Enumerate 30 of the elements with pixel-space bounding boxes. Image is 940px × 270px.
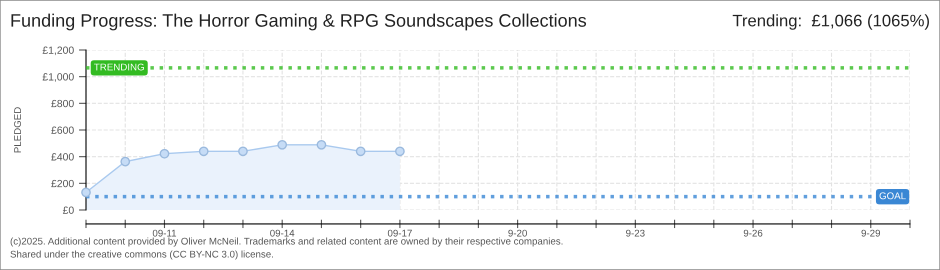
- x-tick-label: 9-23: [626, 230, 645, 237]
- x-tick-label: 09-14: [270, 230, 294, 237]
- y-axis-title: PLEDGED: [14, 107, 21, 152]
- y-tick-label: £800: [51, 100, 74, 108]
- ref-line-label: GOAL: [880, 192, 906, 200]
- x-tick-label: 9-26: [744, 230, 762, 237]
- text: Shared under the creative commons (CC BY-NC 3.0) license.: [10, 250, 273, 260]
- y-tick-label: £0: [62, 206, 74, 214]
- point: [238, 146, 248, 156]
- point: [160, 148, 170, 159]
- ref-line-label: TRENDING: [94, 64, 144, 70]
- y-tick-label: £400: [51, 153, 74, 161]
- point: [120, 156, 130, 166]
- y-tick-label: £1,000: [42, 73, 74, 82]
- text: (c)2025. Additional content provided by Oliver McNeil. Trademarks and related content are owned by their respective companies.: [10, 237, 562, 247]
- point: [277, 140, 288, 150]
- x-tick-label: 09-17: [388, 230, 412, 237]
- y-tick-label: £1,200: [42, 46, 74, 56]
- point: [356, 146, 366, 156]
- y-tick-label: £600: [51, 126, 74, 134]
- x-tick-label: 9-20: [508, 230, 527, 237]
- point: [198, 146, 209, 156]
- x-tick-label: 09-11: [152, 230, 176, 237]
- point: [81, 188, 91, 198]
- y-tick-label: £200: [51, 180, 74, 188]
- point: [316, 140, 326, 150]
- point: [395, 146, 405, 156]
- chart-title: Funding Progress: The Horror Gaming & RPG Soundscapes Collections: [11, 14, 586, 30]
- x-tick-label: 9-29: [861, 230, 880, 237]
- chart-subtitle: Trending: £1,066 (1065%): [732, 14, 929, 30]
